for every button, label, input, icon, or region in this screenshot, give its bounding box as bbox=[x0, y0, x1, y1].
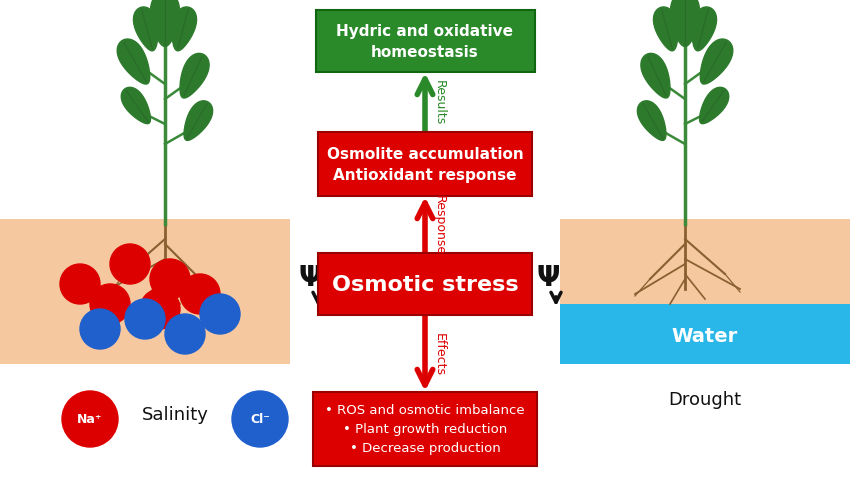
Polygon shape bbox=[150, 0, 179, 48]
Polygon shape bbox=[654, 8, 678, 52]
Polygon shape bbox=[692, 8, 717, 52]
Text: Hydric and oxidative
homeostasis: Hydric and oxidative homeostasis bbox=[337, 24, 513, 60]
Text: Salinity: Salinity bbox=[142, 405, 208, 423]
Text: Results: Results bbox=[433, 80, 446, 125]
Text: Osmotic stress: Osmotic stress bbox=[332, 275, 518, 294]
Polygon shape bbox=[671, 0, 700, 48]
Circle shape bbox=[140, 289, 180, 329]
Circle shape bbox=[200, 294, 240, 334]
Polygon shape bbox=[122, 88, 150, 124]
Polygon shape bbox=[184, 102, 212, 141]
Text: Na⁺: Na⁺ bbox=[77, 413, 103, 426]
Circle shape bbox=[90, 285, 130, 324]
Polygon shape bbox=[700, 40, 733, 85]
Text: • ROS and osmotic imbalance
• Plant growth reduction
• Decrease production: • ROS and osmotic imbalance • Plant grow… bbox=[326, 404, 524, 455]
Polygon shape bbox=[641, 54, 670, 99]
Polygon shape bbox=[638, 102, 666, 141]
Text: Cl⁻: Cl⁻ bbox=[250, 413, 270, 426]
FancyBboxPatch shape bbox=[318, 133, 532, 197]
Polygon shape bbox=[117, 40, 150, 85]
Bar bbox=[0, 219, 290, 364]
FancyBboxPatch shape bbox=[313, 392, 537, 466]
Polygon shape bbox=[133, 8, 158, 52]
Polygon shape bbox=[180, 54, 209, 99]
Text: Water: Water bbox=[672, 327, 738, 346]
Circle shape bbox=[150, 260, 190, 300]
Circle shape bbox=[80, 309, 120, 349]
Text: Osmolite accumulation
Antioxidant response: Osmolite accumulation Antioxidant respon… bbox=[326, 147, 524, 182]
Polygon shape bbox=[700, 88, 728, 124]
Circle shape bbox=[232, 391, 288, 447]
Text: Ψ: Ψ bbox=[536, 264, 560, 291]
Bar bbox=[560, 219, 850, 364]
Text: Response: Response bbox=[433, 195, 446, 255]
Polygon shape bbox=[172, 8, 196, 52]
Circle shape bbox=[165, 314, 205, 354]
Bar bbox=[560, 304, 850, 364]
Text: Drought: Drought bbox=[668, 390, 741, 408]
FancyBboxPatch shape bbox=[316, 11, 535, 73]
Circle shape bbox=[125, 300, 165, 339]
Text: Ψ: Ψ bbox=[298, 264, 322, 291]
Circle shape bbox=[110, 244, 150, 285]
Circle shape bbox=[62, 391, 118, 447]
Circle shape bbox=[180, 275, 220, 314]
FancyBboxPatch shape bbox=[318, 253, 532, 315]
Text: Effects: Effects bbox=[433, 332, 446, 375]
Circle shape bbox=[60, 264, 100, 304]
